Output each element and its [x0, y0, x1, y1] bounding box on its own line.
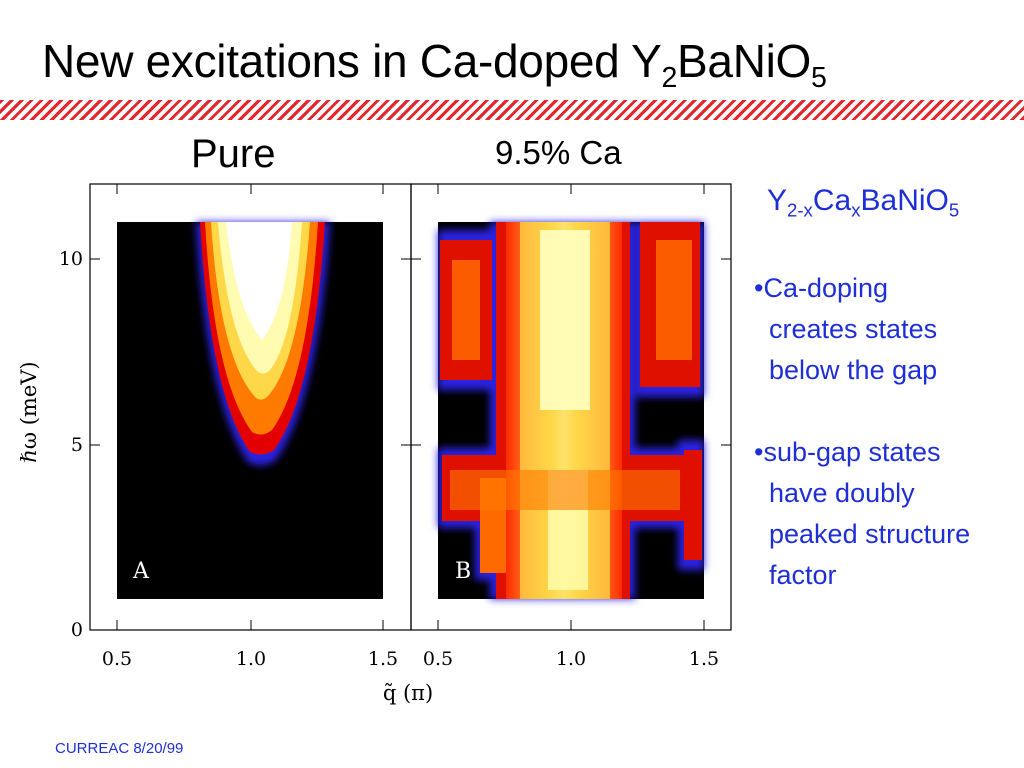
compound-formula: Y2-xCaxBaNiO5: [767, 184, 960, 221]
x-tick-label: 1.0: [556, 648, 586, 670]
panel-title-pure: Pure: [191, 132, 276, 176]
x-tick-label: 1.0: [236, 648, 266, 670]
title-hatch-divider: [0, 100, 1024, 120]
y-tick-label: 0: [71, 619, 83, 641]
panel-b-heatmap: [438, 222, 704, 599]
bullet-item: •sub-gap states have doubly peaked struc…: [754, 437, 971, 590]
footer-text: CURREAC 8/20/99: [55, 740, 184, 757]
x-tick-label: 0.5: [102, 648, 132, 670]
panel-a-tag: A: [132, 559, 150, 584]
bullet-item: •Ca-doping creates states below the gap: [754, 273, 938, 385]
panel-title-doped: 9.5% Ca: [495, 134, 622, 171]
slide-title: New excitations in Ca-doped Y2BaNiO5: [42, 35, 827, 94]
panel-a-heatmap: [117, 222, 383, 599]
x-tick-label: 1.5: [689, 648, 719, 670]
bullet-list: •Ca-doping creates states below the gap …: [754, 268, 1024, 596]
y-tick-label: 10: [59, 248, 83, 270]
y-axis-label: ℏω (meV): [17, 361, 41, 462]
x-axis-label: q̃ (π): [383, 681, 433, 705]
x-tick-label: 0.5: [423, 648, 453, 670]
x-tick-label: 1.5: [368, 648, 398, 670]
y-tick-marks: [90, 184, 731, 631]
y-tick-label: 5: [71, 434, 83, 456]
panel-b-tag: B: [455, 559, 471, 584]
